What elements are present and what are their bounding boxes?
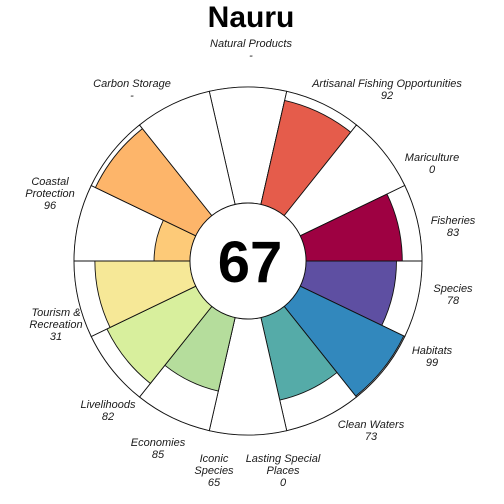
label-value-ao: 92 [381, 90, 393, 102]
label-name-cp: Protection [25, 188, 75, 200]
label-value-cp: 96 [44, 200, 57, 212]
label-value-ico: 65 [208, 477, 221, 489]
label-value-eco: 85 [152, 449, 165, 461]
label-value-cw: 73 [365, 431, 378, 443]
label-value-liv: 82 [102, 411, 114, 423]
label-name-hab: Habitats [412, 345, 453, 357]
label-name-lsp: Places [266, 465, 300, 477]
label-name-ico: Species [194, 465, 234, 477]
label-name-cs: Carbon Storage [93, 78, 171, 90]
label-value-spp: 78 [447, 295, 460, 307]
label-value-mar: 0 [429, 164, 436, 176]
label-name-ao: Artisanal Fishing Opportunities [311, 78, 462, 90]
label-value-lsp: 0 [280, 477, 287, 489]
label-name-lsp: Lasting Special [246, 453, 321, 465]
label-name-mar: Mariculture [405, 152, 459, 164]
label-value-cs: - [130, 90, 134, 102]
label-name-liv: Livelihoods [80, 399, 136, 411]
label-name-np: Natural Products [210, 38, 292, 50]
label-value-fis: 83 [447, 227, 460, 239]
label-np: Natural Products- [210, 38, 292, 62]
label-cs: Carbon Storage- [93, 78, 171, 102]
center-score: 67 [218, 230, 283, 295]
labels-layer: Natural Products-Artisanal Fishing Oppor… [25, 38, 476, 489]
label-value-np: - [249, 50, 253, 62]
label-value-tr: 31 [50, 331, 62, 343]
label-name-spp: Species [433, 283, 473, 295]
label-value-hab: 99 [426, 357, 438, 369]
label-name-tr: Tourism & [31, 307, 80, 319]
petals-layer [73, 86, 423, 436]
label-name-eco: Economies [131, 437, 186, 449]
label-name-fis: Fisheries [431, 215, 476, 227]
chart-title: Nauru [208, 1, 295, 34]
label-name-tr: Recreation [29, 319, 82, 331]
label-name-cp: Coastal [31, 176, 69, 188]
label-name-ico: Iconic [200, 453, 229, 465]
center-disc [189, 202, 307, 320]
label-name-cw: Clean Waters [338, 419, 405, 431]
